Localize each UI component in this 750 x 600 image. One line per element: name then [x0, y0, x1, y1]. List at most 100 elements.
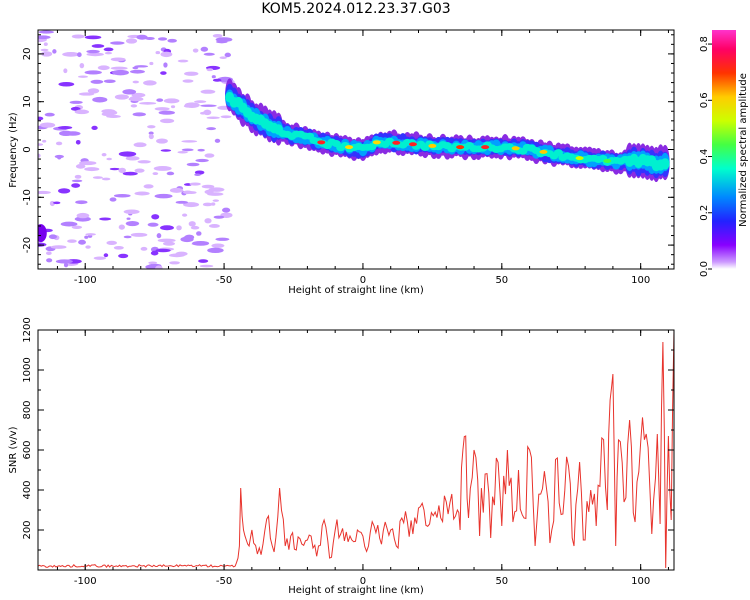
noise-blob [74, 174, 82, 179]
y-tick-label: 800 [22, 400, 33, 419]
noise-blob [129, 69, 145, 74]
noise-blob [212, 199, 219, 202]
x-tick-label: 100 [631, 576, 650, 587]
noise-blob [183, 202, 200, 208]
noise-blob [110, 57, 126, 62]
noise-blob [77, 75, 88, 78]
noise-blob [160, 71, 167, 75]
noise-blob [202, 202, 213, 207]
noise-blob [214, 138, 221, 143]
noise-blob [201, 184, 215, 189]
noise-blob [169, 187, 184, 193]
noise-blob [58, 188, 71, 194]
noise-blob [133, 142, 147, 148]
noise-blob [113, 194, 131, 198]
snr-ticks: -100 -50 0 50 100 200 400 600 800 1000 1200 [22, 317, 674, 587]
noise-blob [75, 164, 86, 169]
noise-blob [175, 200, 188, 204]
noise-blob [86, 52, 104, 57]
track-peak [511, 146, 520, 151]
noise-blob [132, 80, 139, 84]
noise-blob [134, 191, 150, 196]
track-peak [345, 145, 354, 150]
x-tick-label: -50 [216, 275, 232, 286]
y-tick-label: 200 [22, 520, 33, 539]
track-peak [539, 149, 548, 154]
noise-blob [151, 214, 160, 220]
noise-blob [194, 173, 201, 177]
noise-blob [163, 98, 180, 104]
noise-blob [147, 82, 156, 85]
noise-blob [140, 246, 148, 251]
noise-blob [69, 100, 83, 104]
noise-blob [155, 265, 163, 269]
noise-blob [103, 47, 114, 52]
noise-blob [103, 110, 118, 116]
track-peak [575, 156, 584, 161]
noise-blob [38, 116, 44, 121]
noise-blob [84, 70, 102, 75]
noise-blob [212, 78, 222, 82]
noise-blob [211, 202, 216, 206]
noise-blob [160, 225, 174, 231]
noise-blob [106, 114, 121, 119]
noise-blob [206, 127, 217, 131]
noise-blob [186, 162, 200, 167]
noise-blob [183, 104, 195, 108]
noise-blob [86, 49, 100, 54]
x-tick-label: 0 [360, 576, 366, 587]
noise-blob [190, 225, 200, 230]
track-peak [392, 140, 401, 145]
noise-blob [91, 125, 98, 131]
noise-blob [93, 256, 107, 260]
noise-blob [71, 34, 85, 39]
noise-blob [200, 89, 216, 94]
noise-blob [125, 38, 138, 44]
noise-blob [62, 52, 80, 57]
noise-blob [99, 217, 112, 221]
noise-blob [131, 92, 146, 98]
y-tick-label: 0 [22, 146, 33, 152]
noise-blob [137, 160, 151, 164]
noise-blob [46, 251, 52, 256]
noise-blob [208, 223, 220, 228]
noise-blob [156, 138, 168, 144]
noise-blob [177, 150, 188, 154]
x-tick-label: -100 [74, 576, 97, 587]
noise-blob [136, 34, 148, 40]
colorbar-gradient [712, 30, 736, 269]
noise-blob [139, 102, 157, 105]
noise-blob [75, 200, 88, 205]
noise-blob [118, 167, 126, 174]
noise-blob [219, 56, 227, 60]
noise-blob [77, 52, 82, 58]
noise-blob [118, 253, 129, 259]
y-tick-label: 10 [22, 95, 33, 108]
y-tick-label: 600 [22, 440, 33, 459]
noise-blob [182, 213, 188, 217]
noise-blob [38, 30, 54, 34]
colorbar-ticks: 0.0 0.2 0.4 0.6 0.8 [699, 36, 712, 277]
noise-blob [42, 139, 47, 143]
noise-blob [103, 253, 109, 258]
noise-blob [104, 51, 113, 55]
noise-blob [87, 235, 93, 238]
noise-blob [84, 235, 89, 239]
noise-blob [169, 261, 180, 265]
noise-blob [156, 233, 162, 239]
noise-blob [195, 158, 209, 163]
noise-blob [182, 236, 188, 241]
colorbar-label: Normalized spectral amplitude [738, 73, 749, 227]
noise-blob [125, 220, 140, 227]
noise-blob [118, 151, 137, 157]
noise-blob [196, 231, 202, 236]
noise-blob [132, 112, 146, 117]
y-tick-label: 1200 [22, 317, 33, 342]
noise-blob [110, 41, 125, 45]
noise-blob [188, 221, 196, 227]
noise-blob [163, 241, 175, 246]
noise-blob [199, 264, 214, 268]
noise-blob [71, 179, 83, 183]
noise-blob [84, 167, 100, 172]
